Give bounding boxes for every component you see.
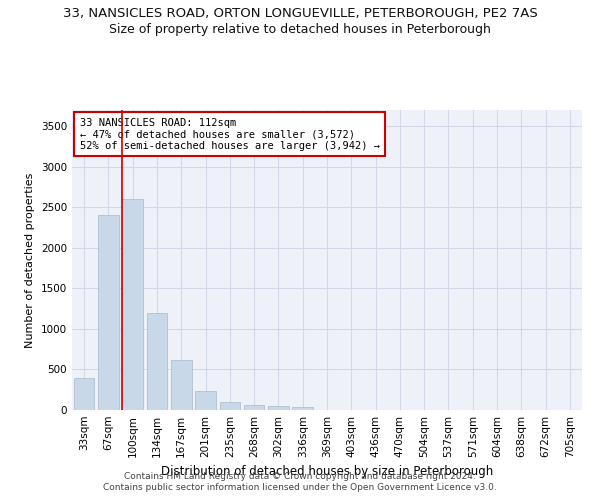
Text: Size of property relative to detached houses in Peterborough: Size of property relative to detached ho… <box>109 22 491 36</box>
X-axis label: Distribution of detached houses by size in Peterborough: Distribution of detached houses by size … <box>161 466 493 478</box>
Y-axis label: Number of detached properties: Number of detached properties <box>25 172 35 348</box>
Bar <box>244 405 265 410</box>
Bar <box>220 402 240 410</box>
Text: Contains HM Land Registry data © Crown copyright and database right 2024.
Contai: Contains HM Land Registry data © Crown c… <box>103 472 497 492</box>
Bar <box>292 407 313 410</box>
Bar <box>195 390 216 410</box>
Bar <box>146 312 167 410</box>
Text: 33 NANSICLES ROAD: 112sqm
← 47% of detached houses are smaller (3,572)
52% of se: 33 NANSICLES ROAD: 112sqm ← 47% of detac… <box>80 118 380 150</box>
Bar <box>74 378 94 410</box>
Bar <box>122 199 143 410</box>
Bar <box>171 360 191 410</box>
Bar <box>268 406 289 410</box>
Text: 33, NANSICLES ROAD, ORTON LONGUEVILLE, PETERBOROUGH, PE2 7AS: 33, NANSICLES ROAD, ORTON LONGUEVILLE, P… <box>62 8 538 20</box>
Bar <box>98 216 119 410</box>
